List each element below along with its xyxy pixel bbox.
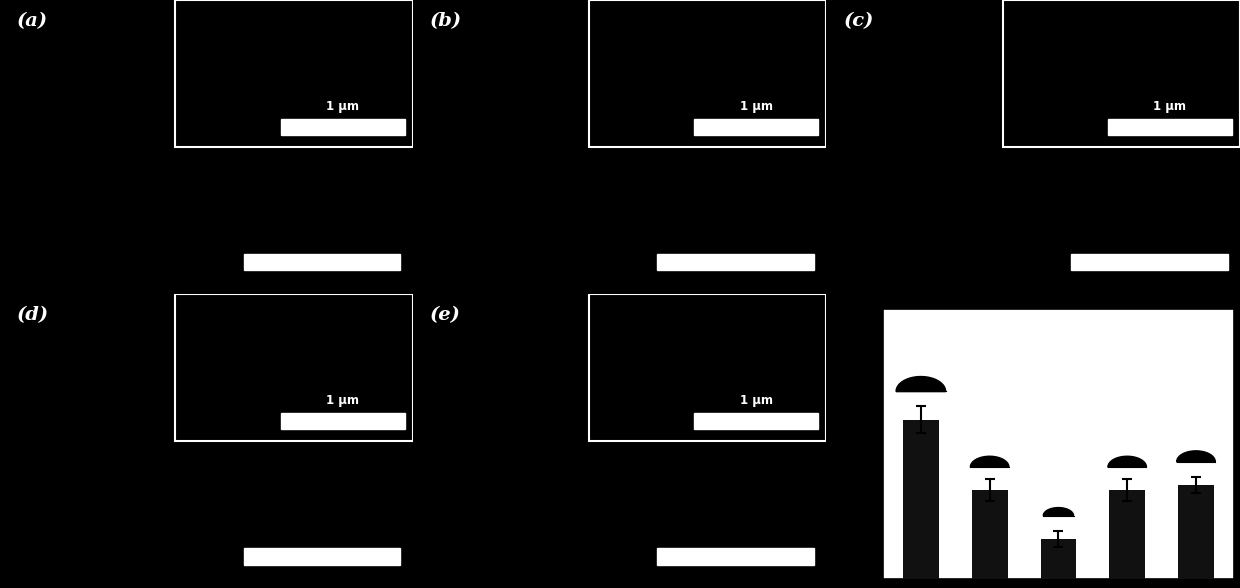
Bar bbox=[1071, 254, 1228, 270]
Y-axis label: Surface contact angle (°): Surface contact angle (°) bbox=[843, 366, 853, 523]
Text: 1 μm: 1 μm bbox=[1153, 100, 1187, 113]
Bar bbox=[1107, 119, 1231, 135]
Text: (a): (a) bbox=[16, 12, 47, 30]
Text: (f): (f) bbox=[771, 298, 797, 316]
Bar bbox=[280, 119, 404, 135]
Bar bbox=[589, 0, 826, 147]
Bar bbox=[972, 490, 1008, 579]
Text: 1 μm: 1 μm bbox=[326, 100, 360, 113]
Polygon shape bbox=[897, 376, 946, 392]
Text: (b): (b) bbox=[430, 12, 463, 30]
Text: (e): (e) bbox=[430, 306, 461, 324]
Bar bbox=[243, 254, 401, 270]
Bar bbox=[1178, 485, 1214, 579]
Bar bbox=[175, 0, 413, 147]
Bar bbox=[1003, 0, 1240, 147]
Bar bbox=[903, 420, 939, 579]
Polygon shape bbox=[1177, 451, 1215, 462]
Bar bbox=[657, 254, 813, 270]
Bar bbox=[175, 294, 413, 441]
Bar bbox=[1040, 539, 1076, 579]
Bar bbox=[694, 119, 818, 135]
Bar bbox=[280, 413, 404, 429]
Polygon shape bbox=[971, 456, 1009, 467]
Polygon shape bbox=[1107, 456, 1147, 467]
Text: (d): (d) bbox=[16, 306, 48, 324]
Text: (c): (c) bbox=[843, 12, 874, 30]
Bar bbox=[589, 294, 826, 441]
Bar bbox=[657, 549, 813, 564]
Text: 1 μm: 1 μm bbox=[326, 395, 360, 407]
Bar bbox=[694, 413, 818, 429]
Bar bbox=[1110, 490, 1145, 579]
Text: 1 μm: 1 μm bbox=[740, 100, 773, 113]
Bar bbox=[243, 549, 401, 564]
Text: 1 μm: 1 μm bbox=[740, 395, 773, 407]
Polygon shape bbox=[1043, 507, 1074, 516]
